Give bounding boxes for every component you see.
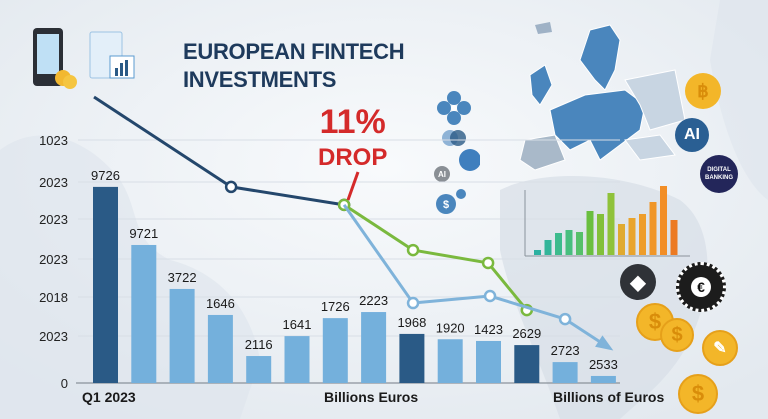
trend-point	[483, 289, 497, 303]
trend-point	[224, 180, 238, 194]
x-label-left: Q1 2023	[82, 389, 136, 405]
y-tick-label: 2023	[39, 252, 68, 267]
map-balkans	[624, 134, 676, 161]
trend-line	[343, 203, 528, 312]
map-east-europe	[624, 69, 686, 131]
map-central-europe	[549, 89, 646, 161]
y-tick-label: 2023	[39, 175, 68, 190]
x-label-middle: Billions Euros	[324, 389, 419, 405]
y-tick-label: 2018	[39, 290, 68, 305]
inset-bar	[607, 193, 615, 255]
trend-point	[481, 256, 495, 270]
y-tick-label: 0	[61, 376, 68, 391]
bar	[514, 345, 540, 383]
bar	[399, 333, 425, 383]
bar	[552, 362, 578, 383]
bar-value-label: 2116	[245, 337, 273, 352]
trend-point	[406, 243, 420, 257]
bar	[476, 340, 501, 383]
bar	[361, 312, 387, 383]
bar-value-label: 1920	[436, 320, 465, 335]
bitcoin-coin-icon: ฿	[685, 73, 721, 109]
bar	[131, 244, 157, 383]
title-line-1: EUROPEAN FINTECH	[183, 39, 405, 64]
bar-value-label: 1641	[283, 317, 312, 332]
bar-value-label: 1423	[474, 322, 503, 337]
map-iberia	[519, 134, 566, 171]
callout-pointer	[346, 171, 360, 201]
tech-icons-cluster: AI $	[434, 91, 480, 214]
dollar-coin-icon-2: $	[660, 318, 694, 352]
banking-label: BANKING	[705, 175, 733, 181]
map-iceland	[535, 22, 552, 34]
bar-value-label: 3722	[168, 270, 197, 285]
bar-value-label: 1968	[397, 315, 426, 330]
bar-value-label: 1646	[206, 296, 235, 311]
bar	[246, 356, 272, 383]
inset-bar	[565, 230, 573, 255]
dollar-bubble-icon	[436, 194, 456, 214]
digital-banking-badge: DIGITAL BANKING	[700, 155, 738, 193]
inset-bar	[660, 186, 667, 255]
ai-gear-icon	[434, 166, 450, 182]
bar-value-label: 2223	[359, 293, 388, 308]
inset-bar	[670, 220, 678, 255]
fintech-devices-illustration	[33, 28, 135, 89]
bar-value-label: 9726	[91, 168, 120, 183]
bar-value-label: 2629	[512, 326, 541, 341]
inset-bar	[597, 214, 604, 255]
bar	[322, 318, 348, 383]
y-tick-label: 1023	[39, 133, 68, 148]
ethereum-icon: ◆	[620, 264, 656, 300]
drop-callout: 11% DROP	[318, 104, 387, 176]
inset-bar	[639, 214, 646, 255]
ai-gear-label: AI	[438, 170, 446, 179]
page-title: EUROPEAN FINTECH INVESTMENTS	[183, 38, 405, 94]
payment-coin-icon: ✎	[702, 330, 738, 366]
trend-arrowhead	[595, 335, 614, 351]
trend-point	[406, 296, 420, 310]
bar	[437, 339, 463, 383]
dollar-coin-icon-3: $	[678, 374, 718, 414]
bar-value-label: 9721	[129, 226, 158, 241]
bar-value-label: 1726	[321, 299, 350, 314]
bar	[93, 186, 118, 383]
drop-label: DROP	[318, 144, 388, 171]
inset-bar	[576, 232, 583, 255]
inset-bar	[586, 211, 594, 255]
bar-value-label: 2533	[589, 357, 618, 372]
digital-label: DIGITAL	[707, 167, 731, 173]
mesh-icon	[459, 149, 480, 171]
network-icon	[437, 91, 471, 125]
inset-bar	[555, 233, 562, 255]
bar-value-label: 2723	[551, 343, 580, 358]
ai-badge-label: AI	[684, 126, 700, 143]
trend-point	[558, 312, 572, 326]
inset-bar	[534, 250, 541, 255]
europe-map	[519, 22, 686, 171]
y-tick-label: 2023	[39, 212, 68, 227]
trend-line	[93, 95, 345, 207]
inset-bar	[649, 202, 657, 255]
map-scandinavia	[579, 24, 621, 91]
bar	[284, 336, 310, 383]
ai-badge: AI	[675, 118, 709, 152]
euro-coin-icon: €	[676, 262, 726, 312]
title-line-2: INVESTMENTS	[183, 67, 337, 92]
inset-bar	[544, 240, 552, 255]
euro-label: €	[691, 277, 711, 297]
drop-percent: 11%	[319, 103, 386, 141]
link-icon	[442, 130, 466, 146]
x-label-right: Billions of Euros	[553, 389, 665, 405]
bar	[590, 375, 616, 383]
map-uk	[529, 64, 553, 106]
inset-bar	[618, 224, 625, 255]
dollar-bubble-label: $	[443, 199, 449, 211]
y-tick-label: 2023	[39, 329, 68, 344]
bar	[169, 288, 195, 383]
bar	[207, 314, 233, 383]
inset-bar	[628, 218, 636, 255]
